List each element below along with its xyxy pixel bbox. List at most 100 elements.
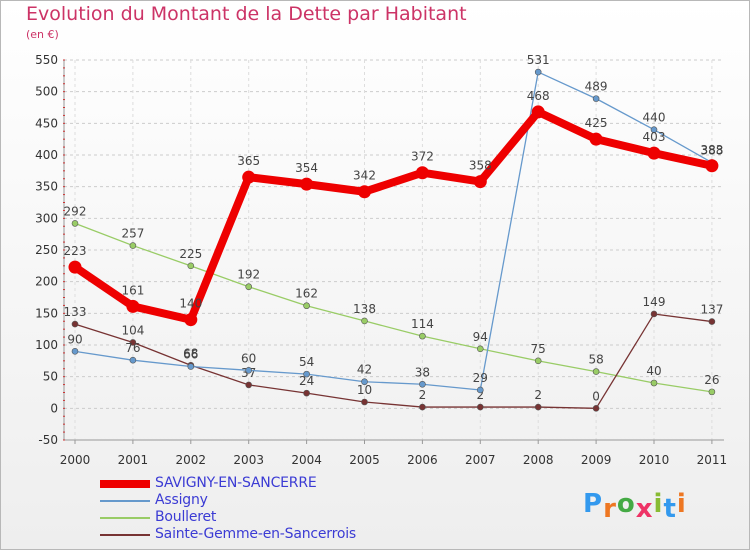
x-tick-label: 2002: [176, 453, 207, 467]
data-point: [71, 220, 79, 227]
data-label: 90: [67, 332, 82, 346]
data-point: [534, 68, 542, 76]
data-point: [708, 388, 716, 396]
data-label: 192: [237, 268, 260, 282]
data-label: 531: [527, 53, 550, 67]
data-point: [592, 368, 600, 375]
y-tick-label: 0: [50, 401, 58, 415]
data-label: 0: [592, 389, 600, 403]
legend-swatch: [100, 480, 150, 488]
data-point: [534, 357, 542, 365]
data-label: 342: [353, 169, 376, 183]
legend-label: Sainte-Gemme-en-Sancerrois: [155, 526, 356, 542]
data-point: [650, 379, 658, 387]
series-line-savigny-en-sancerre: [71, 107, 716, 324]
data-label: 133: [64, 305, 87, 319]
x-tick-label: 2006: [407, 453, 438, 467]
x-tick-label: 2008: [523, 453, 554, 467]
data-label: 354: [295, 161, 318, 175]
logo-letter: o: [616, 489, 636, 519]
logo-letter: x: [635, 494, 654, 524]
data-point: [705, 159, 719, 173]
data-point: [184, 313, 198, 327]
series-line-assigny: [74, 71, 713, 391]
data-point: [129, 242, 137, 249]
data-point: [592, 95, 600, 102]
y-tick-label: 350: [35, 180, 58, 194]
data-point: [361, 378, 368, 386]
data-point: [647, 146, 661, 160]
data-point: [187, 363, 195, 370]
data-label: 2: [534, 388, 542, 402]
data-point: [245, 367, 252, 374]
data-label: 489: [585, 80, 608, 94]
data-point: [531, 105, 545, 119]
x-tick-label: 2003: [233, 453, 264, 467]
y-tick-label: 50: [43, 370, 58, 384]
x-tick-label: 2009: [581, 453, 612, 467]
x-tick-label: 2010: [639, 453, 670, 467]
data-point: [708, 318, 716, 325]
data-point: [245, 283, 252, 291]
proxiti-logo: Proxiti: [583, 489, 687, 524]
data-label: 66: [183, 348, 198, 362]
logo-letter: t: [663, 494, 677, 524]
legend-label: Assigny: [155, 492, 208, 508]
data-label: 257: [121, 227, 144, 241]
x-tick-label: 2007: [465, 453, 496, 467]
y-tick-label: 150: [35, 306, 58, 320]
logo-letter: r: [603, 494, 617, 524]
data-point: [300, 177, 314, 191]
logo-letter: P: [583, 489, 604, 519]
data-label: 225: [179, 247, 202, 261]
data-label: 372: [411, 150, 434, 164]
data-label: 468: [527, 89, 550, 103]
y-tick-label: 300: [35, 211, 58, 225]
data-label: 149: [643, 295, 666, 309]
y-tick-label: 500: [35, 85, 58, 99]
data-label: 75: [531, 342, 546, 356]
data-point: [650, 126, 658, 133]
data-point: [71, 320, 79, 328]
data-point: [589, 132, 603, 146]
data-label: 114: [411, 317, 434, 331]
y-tick-label: 550: [35, 53, 58, 67]
data-point: [361, 317, 368, 325]
data-label: 223: [64, 244, 87, 258]
x-tick-label: 2001: [118, 453, 149, 467]
data-point: [245, 381, 252, 389]
data-label: 138: [353, 302, 376, 316]
data-point: [303, 302, 310, 310]
data-label: 76: [125, 341, 140, 355]
data-point: [476, 386, 484, 394]
data-label: 29: [473, 371, 488, 385]
data-label: 26: [704, 373, 719, 387]
data-label: 94: [473, 330, 488, 344]
data-point: [415, 166, 429, 180]
data-point: [419, 380, 426, 388]
data-label: 60: [241, 351, 256, 365]
x-tick-label: 2004: [291, 453, 322, 467]
y-tick-label: 100: [35, 338, 58, 352]
data-point: [650, 310, 658, 318]
data-point: [71, 348, 79, 355]
data-label: 137: [700, 303, 723, 317]
data-point: [126, 299, 140, 313]
data-point: [68, 260, 82, 274]
data-point: [419, 332, 426, 340]
data-label: 140: [179, 297, 202, 311]
data-point: [473, 175, 487, 189]
data-point: [419, 403, 426, 411]
legend-swatch: [100, 534, 150, 536]
data-label: 403: [643, 130, 666, 144]
data-label: 440: [643, 111, 666, 125]
data-label: 54: [299, 355, 314, 369]
legend-label: SAVIGNY-EN-SANCERRE: [155, 475, 317, 491]
data-label: 365: [237, 154, 260, 168]
data-label: 162: [295, 287, 318, 301]
logo-letter: i: [676, 489, 687, 519]
data-label: 292: [64, 204, 87, 218]
data-label: 2: [476, 388, 484, 402]
series-line-sainte-gemme-en-sancerrois: [74, 313, 713, 409]
